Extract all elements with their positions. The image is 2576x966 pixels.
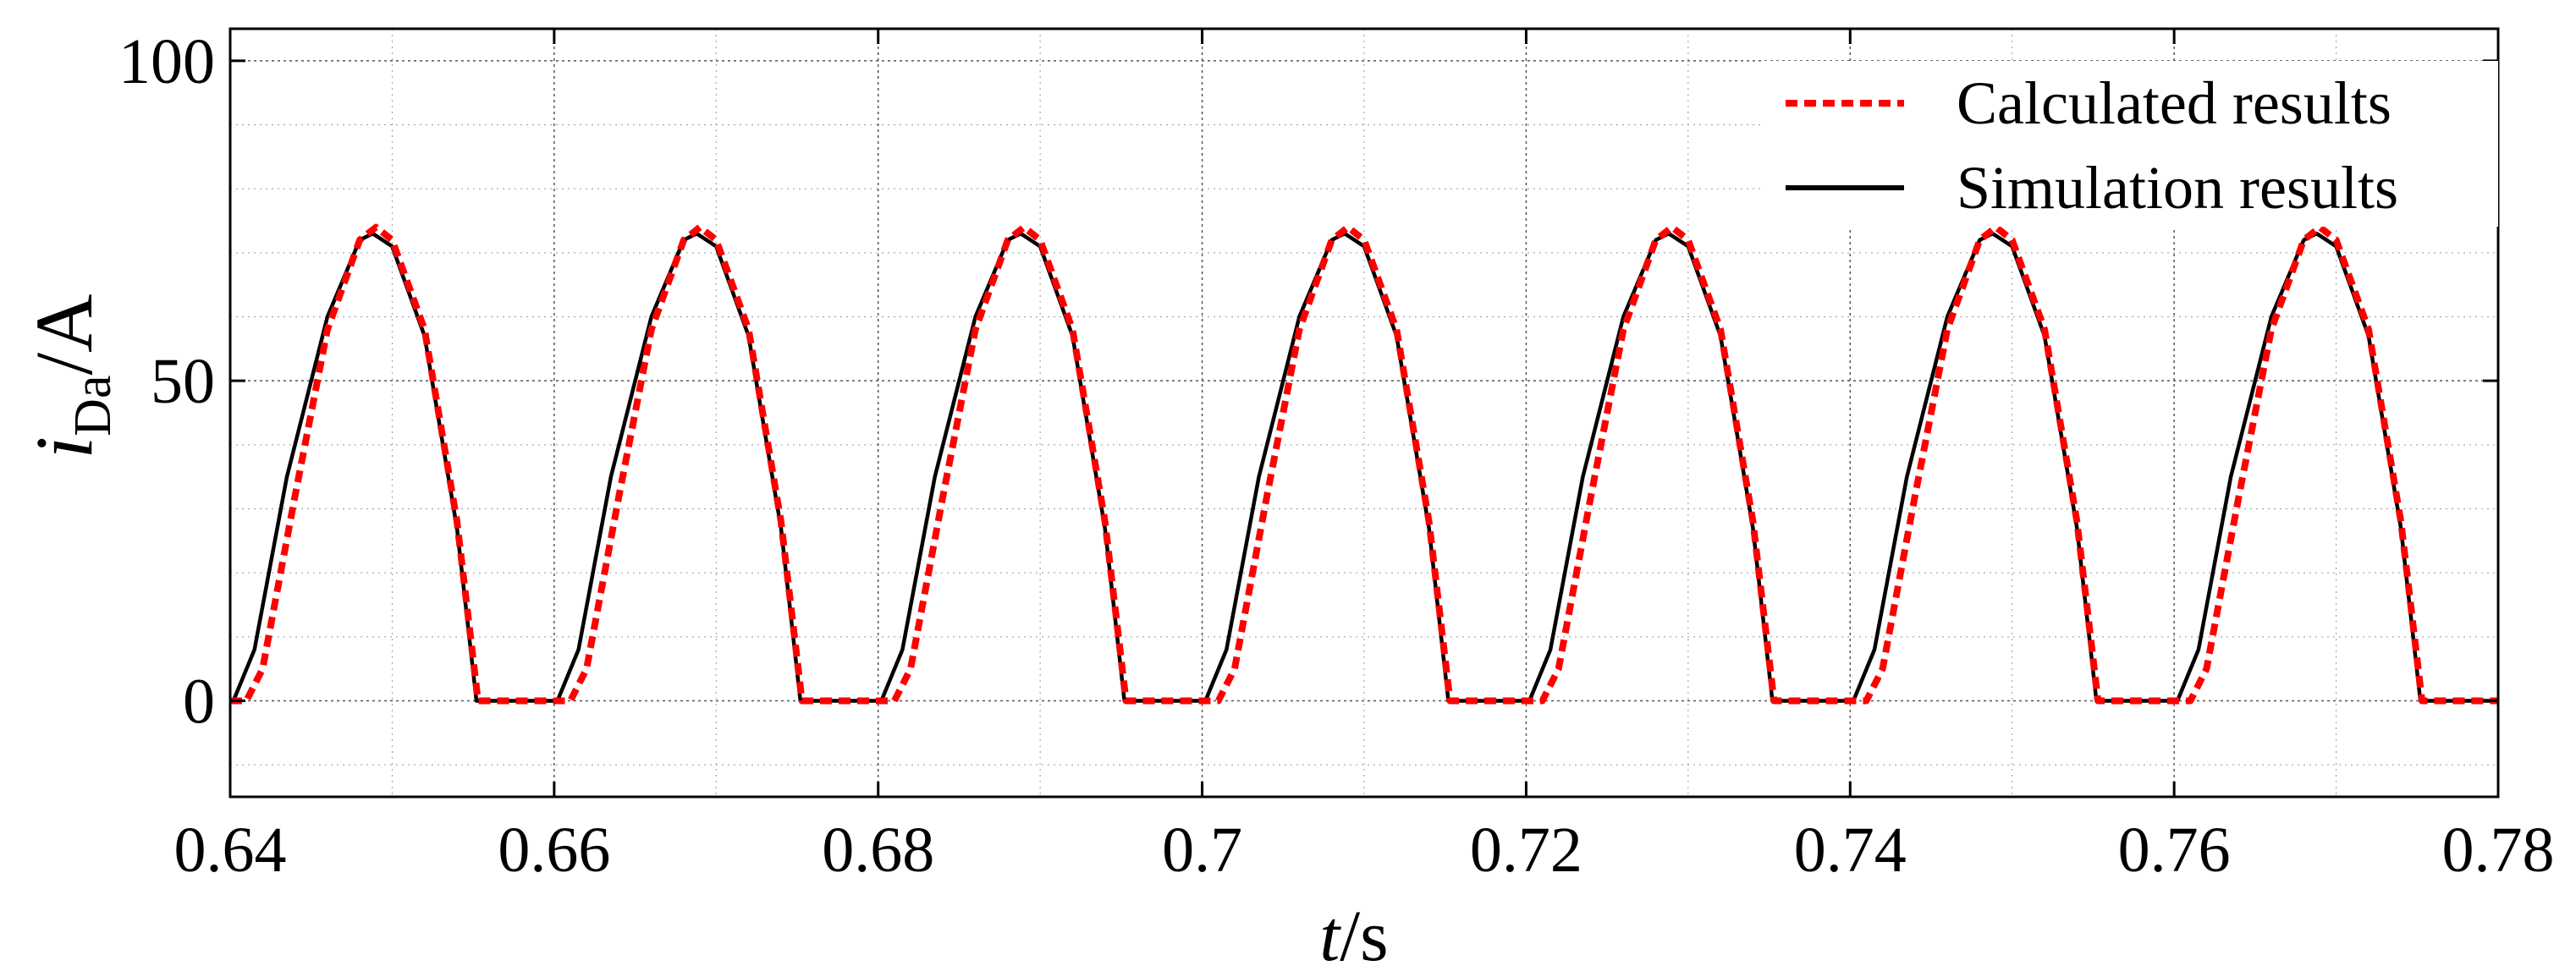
- y-tick-label: 0: [183, 667, 215, 738]
- y-axis-label: iDa/A: [19, 294, 122, 459]
- x-axis-label: t/s: [1319, 895, 1388, 966]
- legend-label-calculated: Calculated results: [1957, 69, 2392, 137]
- y-tick-label: 50: [151, 346, 215, 417]
- legend: Calculated results Simulation results: [1762, 61, 2498, 227]
- series-layer: [230, 223, 2498, 705]
- x-tick-label: 0.66: [498, 815, 610, 886]
- legend-label-simulation: Simulation results: [1957, 154, 2398, 222]
- plot-frame: [228, 27, 2500, 799]
- x-tick-label: 0.7: [1162, 815, 1242, 886]
- x-tick-label: 0.72: [1470, 815, 1582, 886]
- y-tick-labels: 0 50 100: [118, 26, 215, 738]
- x-tick-label: 0.74: [1794, 815, 1907, 886]
- series-line-calculated: [230, 223, 2498, 705]
- x-tick-label: 0.68: [822, 815, 934, 886]
- y-tick-label: 100: [118, 26, 215, 97]
- x-tick-label: 0.78: [2442, 815, 2555, 886]
- x-tick-label: 0.76: [2118, 815, 2231, 886]
- x-tick-labels: 0.64 0.66 0.68 0.7 0.72 0.74 0.76 0.78: [174, 815, 2555, 886]
- legend-background: [1762, 61, 2498, 227]
- tick-marks: [228, 29, 2500, 797]
- x-tick-label: 0.64: [174, 815, 287, 886]
